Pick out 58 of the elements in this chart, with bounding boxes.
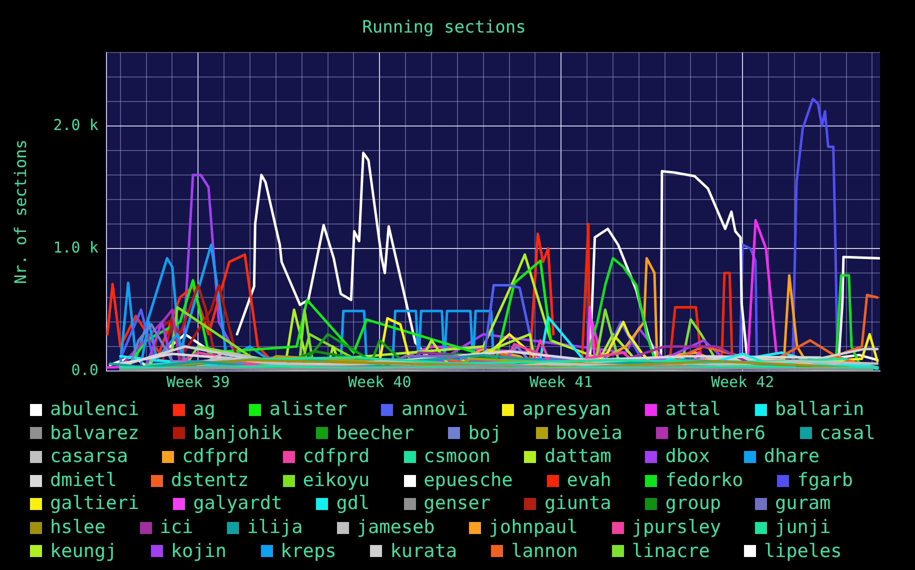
legend-label: casarsa <box>50 445 128 469</box>
legend-label: banjohik <box>193 422 282 446</box>
legend-label: group <box>665 492 721 516</box>
y-tick-label: 2.0 k <box>53 116 98 134</box>
legend-label: galtieri <box>50 492 140 516</box>
legend-label: cdfprd <box>302 445 370 469</box>
legend-label: balvarez <box>50 422 140 446</box>
legend-label: gdl <box>336 492 370 516</box>
legend-label: boj <box>468 422 502 446</box>
legend-label: ballarin <box>775 398 864 422</box>
legend-label: csmoon <box>424 445 490 469</box>
legend-label: jameseb <box>356 516 435 540</box>
x-tick-label: Week 40 <box>348 372 412 391</box>
legend-label: johnpaul <box>488 516 578 540</box>
legend-label: kurata <box>390 540 458 564</box>
legend-label: galyardt <box>193 492 282 516</box>
legend-label: lannon <box>511 540 578 564</box>
legend-label: annovi <box>401 398 468 422</box>
legend-label: evah <box>566 468 612 492</box>
legend-label: jpursley <box>632 516 722 540</box>
y-axis-title: Nr. of sections <box>10 139 30 284</box>
legend-label: attal <box>665 398 721 422</box>
x-tick-label: Week 39 <box>166 372 230 391</box>
legend-label: hslee <box>50 516 106 540</box>
y-tick-label: 1.0 k <box>53 238 98 256</box>
legend-label: ilija <box>247 516 303 540</box>
legend-label: bruther6 <box>676 422 766 446</box>
x-tick-label: Week 41 <box>530 372 593 391</box>
legend-label: fgarb <box>797 468 853 492</box>
legend-label: keungj <box>50 540 117 564</box>
legend-label: guram <box>775 492 831 516</box>
legend-label: dmietl <box>50 468 117 492</box>
legend-label: abulenci <box>50 398 140 422</box>
legend-label: dstentz <box>170 468 249 492</box>
legend-label: beecher <box>336 422 414 446</box>
legend-label: dattam <box>544 445 612 469</box>
legend-label: dhare <box>764 445 820 469</box>
legend-label: kreps <box>280 540 336 564</box>
legend-label: fedorko <box>665 468 744 492</box>
legend-label: apresyan <box>522 398 612 422</box>
legend-label: dbox <box>665 445 710 469</box>
legend-label: epuesche <box>424 468 513 492</box>
legend-label: ici <box>160 516 194 540</box>
x-tick-label: Week 42 <box>710 372 774 391</box>
legend-label: alister <box>269 398 348 422</box>
legend-label: linacre <box>632 540 710 564</box>
legend-label: boveia <box>556 422 622 446</box>
legend-label: junji <box>775 516 831 540</box>
legend-label: genser <box>424 492 490 516</box>
legend-label: casal <box>820 422 876 446</box>
legend-label: kojin <box>170 540 227 564</box>
legend-label: giunta <box>544 492 612 516</box>
legend-label: cdfprd <box>182 445 249 469</box>
legend-label: lipeles <box>764 540 842 564</box>
legend-label: ag <box>193 398 216 422</box>
legend-label: eikoyu <box>302 468 370 492</box>
y-tick-label: 0.0 <box>71 360 98 379</box>
chart-title: Running sections <box>362 18 526 38</box>
